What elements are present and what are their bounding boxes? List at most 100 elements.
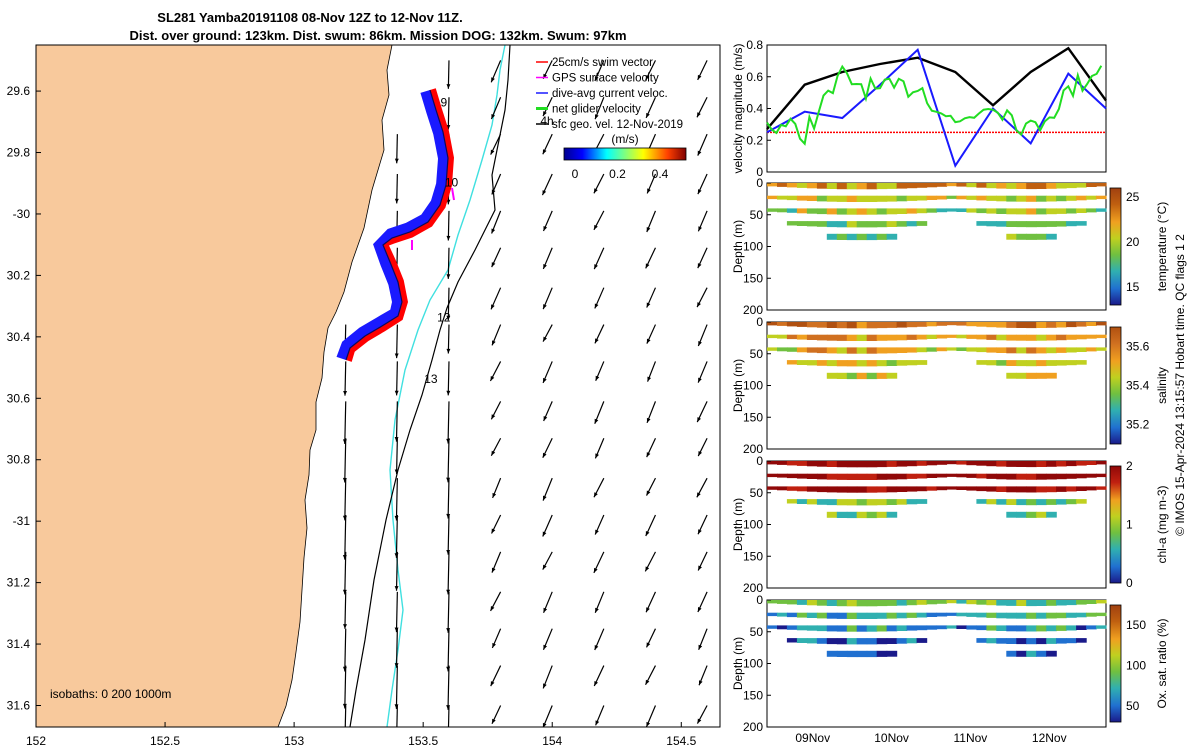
velocity-arrow [645,60,657,81]
section-cell [946,334,958,338]
section-cell [906,221,918,227]
section-cell [777,322,788,326]
lat-tick-label: 29.8 [7,146,31,160]
section-cell [886,322,898,328]
section-cell [936,334,948,339]
section-cell [1076,625,1087,630]
velocity-arrow [394,628,399,668]
lat-tick-label: -30 [13,207,31,221]
section-cell [826,221,838,228]
surface-velocity-vectors [342,60,708,727]
section-cell [1076,612,1087,618]
section-cell [886,183,898,189]
section-cell [1086,600,1097,604]
section-cell [1026,221,1037,228]
section-cell [1046,360,1057,366]
section-cell [806,221,818,227]
section-cell [856,183,868,190]
velocity-arrow [490,665,502,687]
section-cell [836,347,848,354]
section-colorbar-label: temperature (°C) [1155,202,1169,292]
legend-entry: dive-avg current veloc. [552,88,668,100]
section-cell [1006,499,1017,505]
section-cell [1086,625,1097,630]
velocity-arrow [645,705,657,727]
section-cell [886,208,898,215]
section-cell [856,638,868,645]
section-colorbar-tick: 50 [1126,699,1140,713]
section-cell [826,625,838,632]
legend-entry: net glider velocity [552,104,641,116]
section-cell [836,650,848,657]
depth-tick: 200 [743,442,763,456]
section-cell [876,461,888,468]
section-cell [1026,600,1037,607]
section-cell [1096,486,1107,490]
section-cell [1046,195,1057,202]
velocity-arrow [492,477,502,499]
section-cell [846,473,858,480]
velocity-arrow [491,247,502,268]
section-cell [1056,183,1067,189]
section-cell [966,625,977,630]
section-cell [1086,612,1097,617]
section-cell [1016,322,1027,328]
section-cell [856,372,868,380]
section-cell [1006,638,1017,644]
section-cell [846,461,858,468]
velocity-arrow [446,247,451,279]
section-colorbar [1109,187,1122,306]
section-cell [916,600,928,605]
colorbar-bar [563,147,687,161]
depth-tick: 0 [756,454,763,468]
velocity-arrow [490,96,502,120]
section-cell [866,511,878,519]
colorbar-tick: 0.4 [652,167,669,181]
section-cell [846,638,858,645]
section-cell [1056,208,1067,214]
velocity-ylabel: velocity magnitude (m/s) [731,43,745,173]
velocity-arrow [394,174,399,204]
section-cell [1056,638,1067,644]
section-cell [767,208,778,212]
depth-label: Depth (m) [731,220,745,273]
velocity-arrow [542,210,553,232]
velocity-arrow [595,705,605,726]
section-cell [1006,322,1017,328]
section-cell [926,334,938,339]
velocity-series-black [766,46,1107,130]
section-cell [956,334,967,339]
section-cell [876,233,888,240]
section-cell [996,638,1007,644]
section-cell [777,208,788,213]
section-cell [1006,334,1017,341]
velocity-arrow [446,515,451,555]
section-cell [1096,612,1107,617]
section-cell [896,183,908,189]
section-cell [777,334,788,339]
section-cell [926,486,938,491]
section-cell [856,360,868,367]
section-cell [846,499,858,506]
section-cell [796,499,808,504]
section-cell [896,499,908,505]
lat-tick-label: 30.8 [7,453,31,467]
velocity-arrow [491,551,502,573]
section-cell [1026,195,1037,202]
section-cell [946,473,958,477]
section-cell [986,347,997,353]
section-cell [1006,347,1017,354]
velocity-arrow [447,705,450,727]
velocity-arrow [697,173,708,195]
velocity-arrow [697,591,708,613]
swim-vector-fill [346,88,454,362]
velocity-arrow [446,60,451,89]
section-colorbar [1109,465,1122,584]
section-cell [836,360,848,367]
section-cell [836,499,848,506]
section-cell [986,195,997,201]
section-cell [966,473,977,478]
lat-tick-label: 30.6 [7,391,31,405]
section-colorbar-tick: 25 [1126,190,1140,204]
